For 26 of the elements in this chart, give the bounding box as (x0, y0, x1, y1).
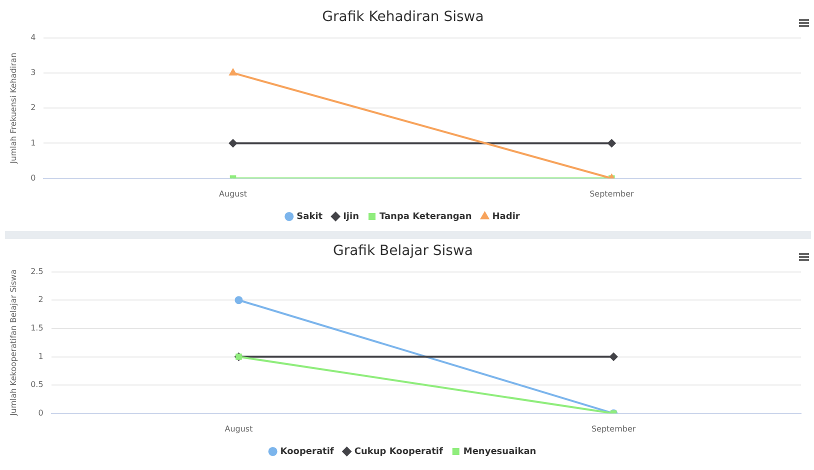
x-tick-label: August (219, 189, 248, 198)
y-axis-title: Jumlah Frekuensi Kehadiran (8, 52, 18, 164)
y-tick-label: 1.5 (30, 324, 44, 333)
y-tick-label: 2 (38, 295, 44, 304)
x-tick-label: September (590, 189, 634, 198)
legend-label: Hadir (492, 212, 520, 222)
chart-title: Grafik Belajar Siswa (332, 243, 474, 260)
legend-label: Cukup Kooperatif (354, 446, 443, 457)
y-tick-label: 2 (30, 103, 36, 112)
y-axis-title: Jumlah Kekooperatifan Belajar Siswa (8, 269, 18, 417)
y-tick-label: 4 (30, 32, 36, 42)
chart-title: Grafik Kehadiran Siswa (322, 9, 484, 26)
y-tick-label: 2.5 (30, 266, 44, 276)
y-tick-label: 0 (38, 408, 44, 418)
y-tick-label: 1 (38, 352, 44, 361)
legend-label: Menyesuaikan (463, 446, 536, 457)
legend-label: Sakit (296, 212, 324, 222)
y-tick-label: 0 (30, 173, 36, 182)
x-tick-label: August (224, 424, 253, 434)
y-tick-label: 0.5 (30, 380, 44, 390)
legend-label: Ijin (343, 212, 360, 222)
y-tick-label: 3 (30, 68, 36, 78)
legend-label: Kooperatif (280, 446, 334, 457)
y-tick-label: 1 (30, 138, 36, 148)
x-tick-label: September (591, 424, 636, 434)
legend-label: Tanpa Keterangan (380, 212, 472, 222)
